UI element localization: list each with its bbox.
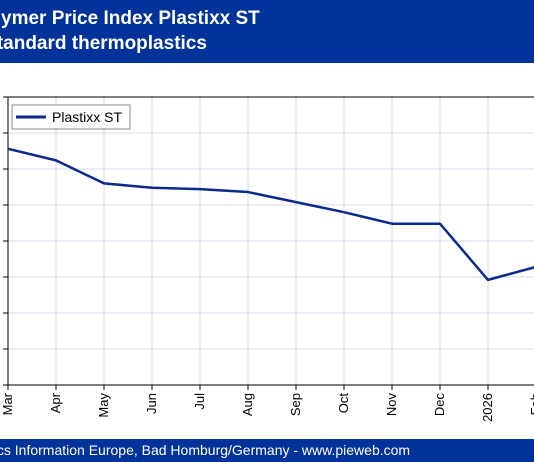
legend: Plastixx ST (11, 104, 131, 130)
x-tick-label: Nov (384, 393, 399, 417)
x-tick-label: Apr (48, 392, 63, 413)
x-tick-label: Feb (528, 393, 534, 415)
chart-subtitle: 026, standard thermoplastics (0, 33, 207, 54)
series-lines (7, 147, 534, 282)
source-footer: lastics Information Europe, Bad Homburg/… (0, 439, 534, 462)
legend-label: Plastixx ST (52, 109, 122, 125)
axes (3, 96, 534, 386)
x-tick-label: Oct (336, 393, 351, 414)
x-tick-label: Dec (432, 393, 447, 417)
x-tick-label: May (96, 393, 111, 418)
x-tick-label: Sep (288, 393, 303, 416)
x-tick-label: Mar (0, 392, 15, 415)
x-tick-labels: Mar Apr May Jun Jul Aug Sep Oct Nov Dec 2026 Feb (0, 385, 534, 422)
line-chart: Mar Apr May Jun Jul Aug Sep Oct Nov Dec 2026 Feb Pl… (0, 96, 534, 422)
chart-title: an Polymer Price Index Plastixx ST (0, 8, 260, 29)
x-tick-label: Aug (240, 393, 255, 416)
x-tick-label: Jul (192, 393, 207, 410)
source-text: lastics Information Europe, Bad Homburg/… (0, 442, 411, 458)
series-line (7, 147, 534, 282)
x-tick-label: Jun (144, 393, 159, 414)
chart-header: an Polymer Price Index Plastixx ST 026, … (0, 0, 534, 63)
x-tick-label: 2026 (480, 393, 495, 422)
